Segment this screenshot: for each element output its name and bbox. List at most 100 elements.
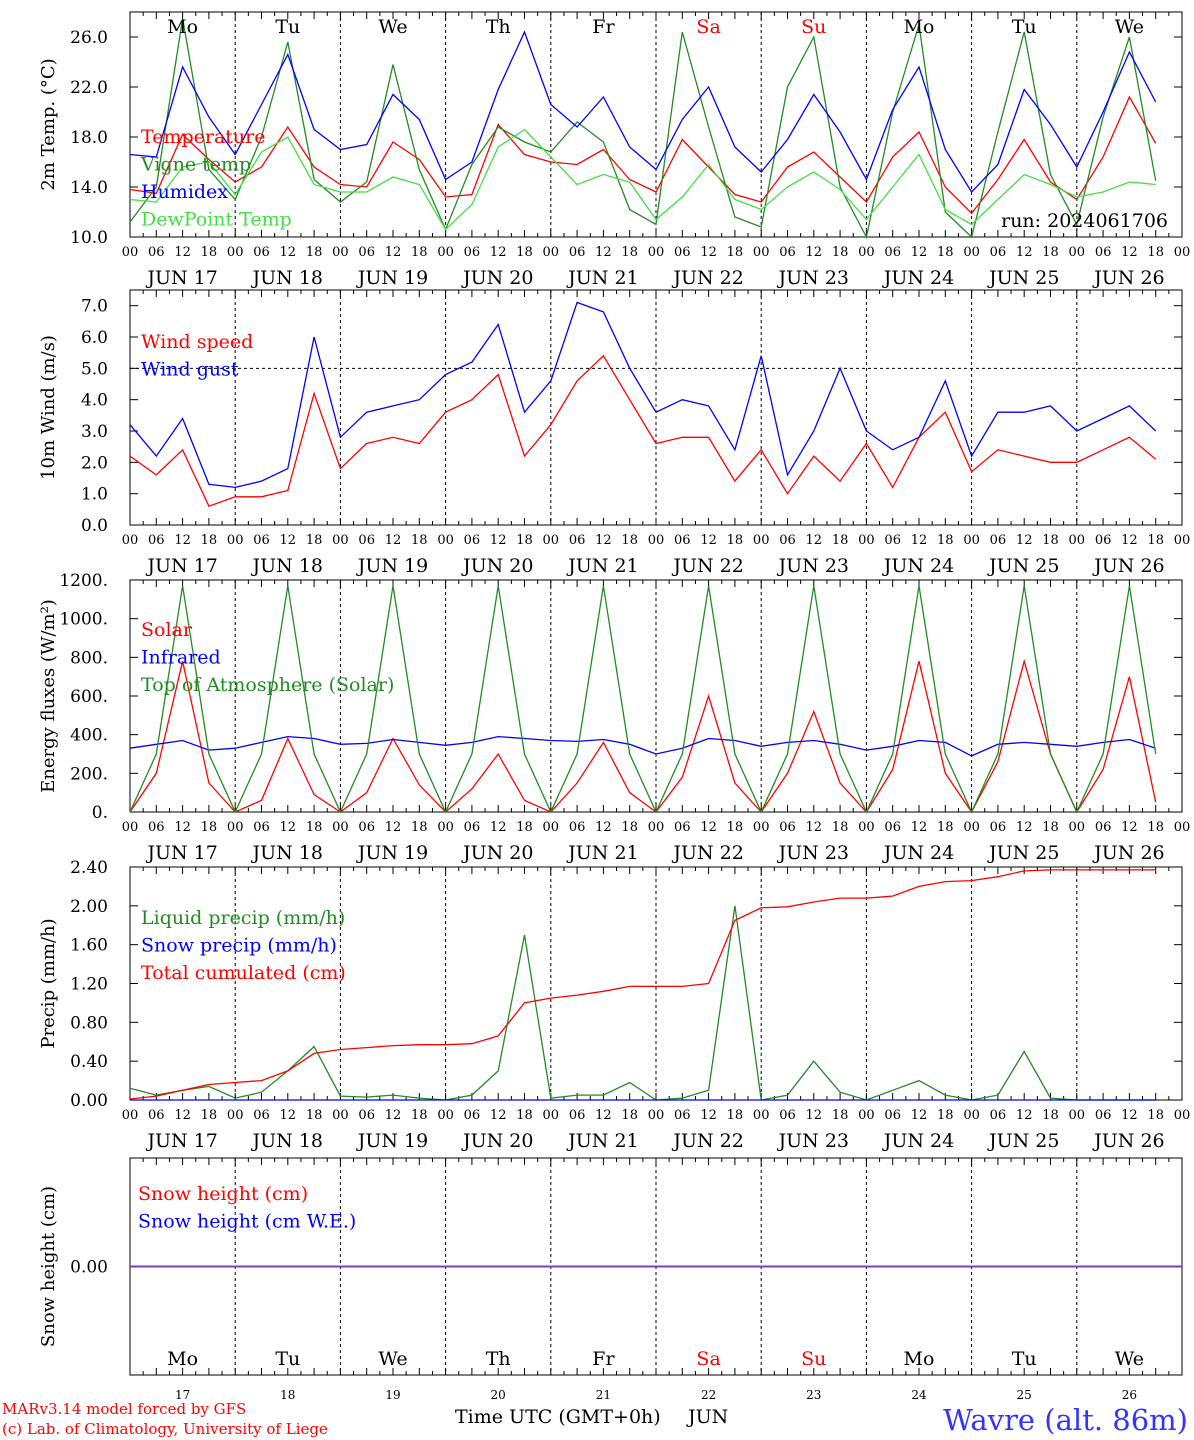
hour-tick-label: 06	[464, 533, 481, 548]
hour-tick-label: 18	[1042, 820, 1059, 835]
day-number-label: 26	[1122, 1388, 1137, 1402]
hour-tick-label: 06	[253, 533, 270, 548]
hour-tick-label: 06	[253, 245, 270, 260]
day-label: JUN 19	[356, 555, 428, 577]
day-label: JUN 25	[987, 555, 1059, 577]
y-tick-label: 400.	[70, 726, 108, 746]
hour-tick-label: 12	[700, 533, 717, 548]
day-label: JUN 19	[356, 842, 428, 864]
y-axis-label: Energy fluxes (W/m²)	[38, 599, 59, 793]
hour-tick-label: 12	[911, 245, 928, 260]
weekday-label: Mo	[904, 16, 935, 38]
hour-tick-label: 12	[385, 1108, 402, 1123]
hour-tick-label: 12	[700, 820, 717, 835]
day-label: JUN 19	[356, 1130, 428, 1152]
weekday-label: Sa	[696, 16, 720, 38]
hour-tick-label: 00	[122, 533, 139, 548]
hour-tick-label: 12	[911, 533, 928, 548]
y-tick-label: 800.	[70, 648, 108, 668]
day-label: JUN 21	[566, 842, 638, 864]
series-line-red	[129, 658, 1157, 814]
hour-tick-label: 12	[806, 245, 823, 260]
day-label: JUN 19	[356, 267, 428, 289]
hour-tick-label: 12	[806, 1108, 823, 1123]
y-tick-label: 10.0	[70, 228, 108, 248]
y-tick-label: 3.0	[81, 422, 108, 442]
day-label: JUN 18	[251, 555, 323, 577]
legend-entry: Top of Atmosphere (Solar)	[141, 674, 394, 696]
hour-tick-label: 18	[411, 1108, 428, 1123]
day-number-label: 24	[911, 1388, 927, 1402]
hour-tick-label: 00	[332, 533, 349, 548]
y-axis-label: 10m Wind (m/s)	[38, 335, 59, 480]
series-line-green	[129, 18, 1157, 239]
hour-tick-label: 00	[963, 820, 980, 835]
hour-tick-label: 06	[358, 245, 375, 260]
hour-tick-label: 06	[253, 820, 270, 835]
y-axis-label: Snow height (cm)	[38, 1186, 59, 1347]
hour-tick-label: 06	[569, 533, 586, 548]
series-line-red	[129, 354, 1157, 508]
day-label: JUN 18	[251, 1130, 323, 1152]
run-annotation: run: 2024061706	[1001, 210, 1168, 232]
hour-tick-label: 00	[1174, 1108, 1191, 1123]
legend-entry: Liquid precip (mm/h)	[141, 907, 345, 929]
hour-tick-label: 12	[911, 1108, 928, 1123]
hour-tick-label: 12	[1016, 820, 1033, 835]
day-label: JUN 24	[882, 842, 954, 864]
y-tick-label: 600.	[70, 687, 108, 707]
hour-tick-label: 12	[911, 820, 928, 835]
day-label: JUN 21	[566, 555, 638, 577]
hour-tick-label: 00	[227, 245, 244, 260]
hour-tick-label: 00	[753, 245, 770, 260]
hour-tick-label: 06	[674, 1108, 691, 1123]
day-label: JUN 26	[1092, 555, 1164, 577]
series-line-red	[129, 869, 1156, 1100]
hour-tick-label: 00	[332, 1108, 349, 1123]
model-credit: MARv3.14 model forced by GFS	[2, 1400, 246, 1418]
hour-tick-label: 00	[648, 245, 665, 260]
hour-tick-label: 12	[385, 533, 402, 548]
hour-tick-label: 18	[516, 1108, 533, 1123]
hour-tick-label: 06	[884, 1108, 901, 1123]
time-axis-label: Time UTC (GMT+0h)	[455, 1406, 661, 1428]
hour-tick-label: 12	[700, 245, 717, 260]
hour-tick-label: 00	[543, 245, 560, 260]
hour-tick-label: 06	[148, 820, 165, 835]
hour-tick-label: 18	[1042, 245, 1059, 260]
day-label: JUN 22	[671, 1130, 743, 1152]
y-axis-label: 2m Temp. (°C)	[38, 58, 59, 190]
hour-tick-label: 12	[280, 245, 297, 260]
day-label: JUN 18	[251, 842, 323, 864]
hour-tick-label: 18	[516, 533, 533, 548]
hour-tick-label: 00	[332, 245, 349, 260]
weekday-label: Fr	[592, 16, 615, 38]
hour-tick-label: 18	[1147, 533, 1164, 548]
weekday-label: Su	[801, 1348, 826, 1370]
hour-tick-label: 00	[227, 1108, 244, 1123]
hour-tick-label: 06	[990, 245, 1007, 260]
hour-tick-label: 18	[727, 820, 744, 835]
day-label: JUN 20	[461, 555, 533, 577]
hour-tick-label: 18	[306, 1108, 323, 1123]
y-tick-label: 1000.	[59, 610, 108, 630]
day-label: JUN 18	[251, 267, 323, 289]
hour-tick-label: 00	[648, 533, 665, 548]
hour-tick-label: 12	[595, 1108, 612, 1123]
hour-tick-label: 00	[858, 1108, 875, 1123]
series-line-green	[129, 905, 1156, 1101]
weekday-label: We	[1115, 1348, 1144, 1370]
hour-tick-label: 06	[464, 820, 481, 835]
hour-tick-label: 06	[464, 245, 481, 260]
weekday-label: Th	[486, 1348, 511, 1370]
hour-tick-label: 18	[1147, 1108, 1164, 1123]
y-tick-label: 6.0	[81, 328, 108, 348]
hour-tick-label: 18	[727, 1108, 744, 1123]
hour-tick-label: 00	[1069, 1108, 1086, 1123]
hour-tick-label: 18	[937, 533, 954, 548]
panel-4: 0.00 Snow height (cm) Snow height (cm) Snow…	[38, 1157, 1183, 1402]
day-label: JUN 20	[461, 842, 533, 864]
hour-tick-label: 00	[858, 533, 875, 548]
hour-tick-label: 00	[227, 820, 244, 835]
